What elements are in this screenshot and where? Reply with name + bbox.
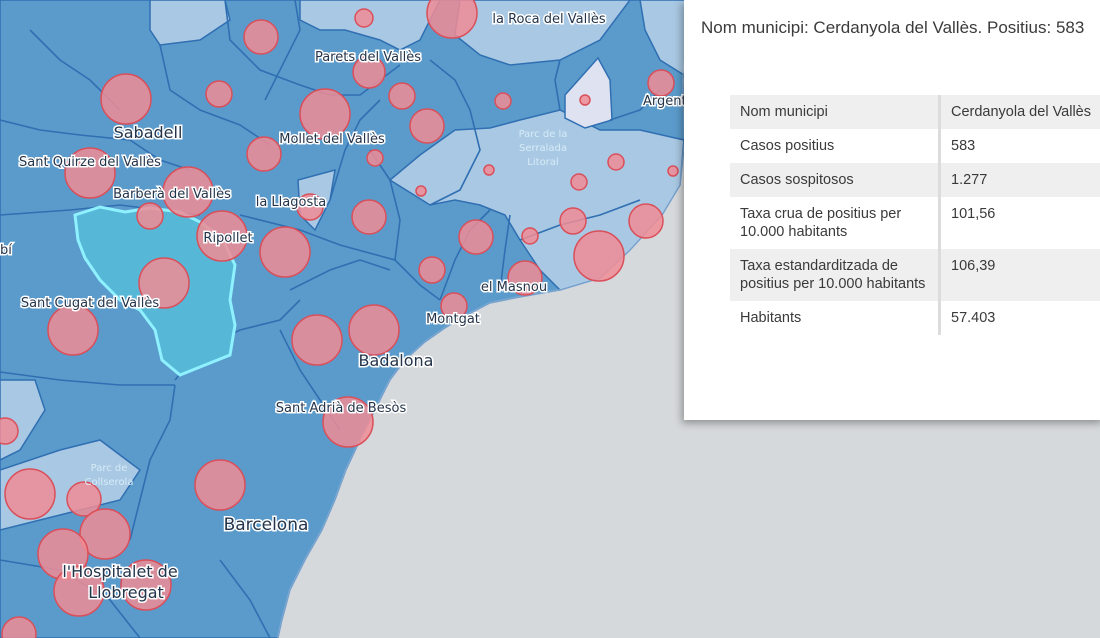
attribute-value: 57.403 <box>939 301 1100 335</box>
park-label: Collserola <box>85 477 134 488</box>
attribute-label: Taxa crua de positius per 10.000 habitan… <box>730 197 941 249</box>
case-circle <box>299 88 351 140</box>
case-circle <box>47 304 99 356</box>
place-label-barbera: Barberà del Vallès <box>113 187 231 202</box>
case-circle <box>1 616 37 638</box>
attribute-value: Cerdanyola del Vallès <box>939 95 1100 129</box>
table-row: Taxa estandarditzada de positius per 10.… <box>730 249 1100 301</box>
case-circle <box>259 226 311 278</box>
place-label-ripollet: Ripollet <box>203 231 252 246</box>
case-circle <box>409 108 445 144</box>
case-circle <box>246 136 282 172</box>
case-circle <box>296 193 324 221</box>
park-label: Parc de la <box>519 129 568 140</box>
case-circle <box>322 396 374 448</box>
case-circle <box>570 173 588 191</box>
place-label-badalona: Badalona <box>359 351 434 370</box>
table-row: Casos sospitosos 1.277 <box>730 163 1100 197</box>
place-label-parets: Parets del Vallès <box>315 50 421 65</box>
place-label-sant-adria: Sant Adrià de Besòs <box>276 401 407 416</box>
case-circle <box>100 73 152 125</box>
case-circle <box>348 304 400 356</box>
place-label-barcelona: Barcelona <box>224 515 309 535</box>
table-row: Taxa crua de positius per 10.000 habitan… <box>730 197 1100 249</box>
light-district-nw[interactable] <box>149 0 231 46</box>
table-row: Habitants 57.403 <box>730 301 1100 335</box>
case-circle <box>521 227 539 245</box>
case-circle <box>352 55 386 89</box>
case-circle <box>388 82 416 110</box>
case-circle <box>573 230 625 282</box>
park-label: Parc de <box>91 463 128 474</box>
case-circle <box>440 292 468 320</box>
place-label-la-llagosta: la Llagosta <box>256 195 327 210</box>
case-circle <box>138 257 190 309</box>
case-circle <box>418 256 446 284</box>
case-circle <box>494 92 512 110</box>
place-label-la-roca: la Roca del Vallès <box>492 12 605 27</box>
case-circle <box>607 153 625 171</box>
attribute-label: Casos positius <box>730 129 941 163</box>
case-circle <box>483 164 495 176</box>
case-circle <box>458 219 494 255</box>
popup-title: Nom municipi: Cerdanyola del Vallès. Pos… <box>701 18 1085 37</box>
case-circles[interactable] <box>0 0 679 638</box>
case-circle <box>354 8 374 28</box>
place-label-hospitalet-line2: Llobregat <box>88 583 164 602</box>
park-labels: Parc de la Serralada Litoral Parc de Col… <box>85 129 568 488</box>
case-circle <box>79 508 131 560</box>
case-circle <box>53 565 105 617</box>
place-label-sant-cugat: Sant Cugat del Vallès <box>21 296 160 311</box>
case-circle <box>291 314 343 366</box>
case-circle <box>351 199 387 235</box>
case-circle <box>205 80 233 108</box>
case-circle <box>415 185 427 197</box>
case-circle <box>366 149 384 167</box>
attribute-label: Habitants <box>730 301 941 335</box>
attribute-value: 583 <box>939 129 1100 163</box>
park-label: Serralada <box>519 143 567 154</box>
case-circle <box>426 0 478 39</box>
case-circle <box>194 459 246 511</box>
case-circle <box>559 207 587 235</box>
case-circle <box>64 147 116 199</box>
case-circle <box>4 468 56 520</box>
place-label-rubi: bí <box>0 243 12 258</box>
case-circle <box>196 210 248 262</box>
light-district-roca[interactable] <box>454 0 631 66</box>
attribute-value: 1.277 <box>939 163 1100 197</box>
place-label-mollet: Mollet del Vallès <box>279 132 385 147</box>
attribute-value: 106,39 <box>939 249 1100 301</box>
case-circle <box>136 202 164 230</box>
case-circle <box>0 417 19 445</box>
table-row: Nom municipi Cerdanyola del Vallès <box>730 95 1100 129</box>
feature-popup[interactable]: Nom municipi: Cerdanyola del Vallès. Pos… <box>684 0 1100 420</box>
case-circle <box>243 19 279 55</box>
attribute-value: 101,56 <box>939 197 1100 249</box>
place-label-el-masnou: el Masnou <box>481 280 547 295</box>
case-circle <box>667 165 679 177</box>
place-label-hospitalet-line1: l'Hospitalet de <box>62 562 177 581</box>
coastline <box>277 0 691 638</box>
table-row: Casos positius 583 <box>730 129 1100 163</box>
place-label-sabadell: Sabadell <box>114 123 183 142</box>
park-label: Litoral <box>527 157 558 168</box>
place-labels: la Roca del Vallès Parets del Vallès Arg… <box>0 11 688 604</box>
case-circle <box>66 481 102 517</box>
case-circle <box>120 559 172 611</box>
attribute-label: Taxa estandarditzada de positius per 10.… <box>730 249 941 301</box>
place-label-argentona: Argent <box>643 94 687 109</box>
place-label-sant-quirze: Sant Quirze del Vallès <box>19 155 161 170</box>
case-circle <box>647 69 675 97</box>
attribute-label: Casos sospitosos <box>730 163 941 197</box>
popup-attribute-table: Nom municipi Cerdanyola del Vallès Casos… <box>730 95 1100 335</box>
attribute-label: Nom municipi <box>730 95 941 129</box>
case-circle <box>507 260 543 296</box>
case-circle <box>162 166 214 218</box>
place-label-montgat: Montgat <box>426 312 480 327</box>
case-circle <box>579 94 591 106</box>
case-circle <box>628 203 664 239</box>
